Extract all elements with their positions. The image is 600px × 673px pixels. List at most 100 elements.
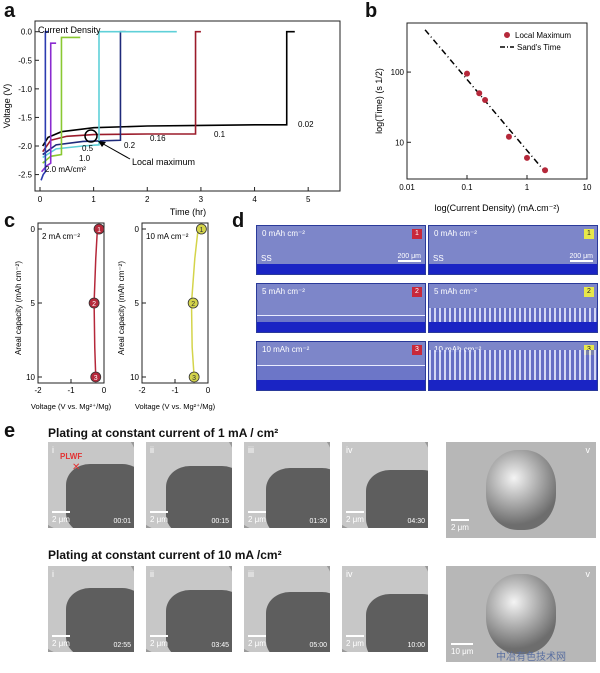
frame-scale-bar: 2 μm bbox=[346, 635, 364, 648]
plot-c-marker-label: 1 bbox=[199, 227, 203, 234]
plot-c-xtick-label: -1 bbox=[67, 386, 75, 395]
plot-a-ylabel: Voltage (V) bbox=[2, 84, 12, 129]
row2-title: Plating at constant current of 10 mA /cm… bbox=[48, 548, 282, 562]
plot-a-series-line bbox=[40, 30, 49, 181]
plot-c-ytick-label: 10 bbox=[130, 373, 139, 382]
plot-b-point bbox=[542, 167, 549, 174]
tile-capacity-label: 10 mAh cm⁻² bbox=[262, 345, 310, 354]
tile-capacity-label: 0 mAh cm⁻² bbox=[434, 229, 477, 238]
plot-b-xtick-label: 0.1 bbox=[461, 183, 473, 192]
frame-index: i bbox=[52, 569, 54, 579]
sem-frame: i 2 μm 00:01 bbox=[48, 442, 134, 528]
frame-scale-bar: 10 μm bbox=[451, 643, 474, 656]
plot-c-ytick-label: 10 bbox=[26, 373, 35, 382]
tile-scale-bar: 200 μm bbox=[569, 253, 593, 262]
frame-index: iv bbox=[346, 445, 353, 455]
plot-c-xtick-label: -1 bbox=[171, 386, 179, 395]
tile-number-badge: 1 bbox=[412, 229, 422, 239]
sem-frame: iv 2 μm 10:00 bbox=[342, 566, 428, 652]
plot-c-marker bbox=[195, 223, 207, 235]
frame-scale-bar: 2 μm bbox=[248, 635, 266, 648]
plot-a-xlabel: Time (hr) bbox=[170, 207, 206, 217]
curve-label-2-0: 2.0 mA/cm² bbox=[45, 165, 86, 174]
plot-c-ytick-label: 5 bbox=[135, 299, 140, 308]
particle-cluster bbox=[486, 574, 556, 654]
tile-number-badge: 1 bbox=[584, 229, 594, 239]
frame-scale-bar: 2 μm bbox=[346, 511, 364, 524]
plot-c-xtick-label: 0 bbox=[206, 386, 211, 395]
panel-letter-c: c bbox=[4, 210, 16, 232]
plot-b-xtick-label: 0.01 bbox=[399, 183, 415, 192]
plot-b-point bbox=[464, 70, 470, 77]
micrograph-tile: 10 mAh cm⁻²3 bbox=[428, 341, 598, 391]
panel-letter-e: e bbox=[4, 420, 16, 442]
dark-region bbox=[66, 588, 134, 652]
plot-c-left-label: 2 mA cm⁻² bbox=[42, 232, 80, 241]
plot-a-series-line bbox=[42, 36, 81, 164]
deposit-layer bbox=[257, 365, 425, 380]
curve-label-0-2: 0.2 bbox=[124, 141, 136, 150]
dark-region bbox=[166, 590, 232, 652]
voltage-time-chart: 0.0 -0.5 -1.0 -1.5 -2.0 -2.5 0 1 2 3 4 5 Current D… bbox=[2, 20, 341, 217]
plot-a-series-line bbox=[42, 30, 201, 153]
plot-b-xtick-label: 10 bbox=[583, 183, 592, 192]
tile-number-badge: 2 bbox=[412, 287, 422, 297]
panel-letter-b: b bbox=[365, 0, 378, 22]
row1-title: Plating at constant current of 1 mA / cm… bbox=[48, 426, 279, 440]
curve-label-0-5: 0.5 bbox=[82, 144, 94, 153]
frame-index: i bbox=[52, 445, 54, 455]
plot-a-frame bbox=[34, 20, 341, 192]
plot-c-ytick-label: 5 bbox=[31, 299, 36, 308]
micrograph-tile: 5 mAh cm⁻² 2 bbox=[256, 283, 426, 333]
sem-frame: iii 2 μm 01:30 bbox=[244, 442, 330, 528]
plot-c-marker bbox=[188, 371, 200, 383]
substrate-band bbox=[429, 264, 597, 274]
plot-b-point bbox=[505, 133, 512, 140]
plot-a-xtick-label: 5 bbox=[306, 195, 311, 204]
plot-a-xtick-label: 4 bbox=[252, 195, 257, 204]
substrate-band bbox=[257, 380, 425, 390]
plot-b-point bbox=[524, 154, 530, 161]
frame-timestamp: 10:00 bbox=[407, 642, 425, 649]
plot-c-marker bbox=[90, 371, 102, 383]
plot-b-ylabel: log(Time) (s 1/2) bbox=[375, 68, 384, 134]
plot-a-series-line bbox=[42, 30, 295, 147]
plot-a-ytick-label: 0.0 bbox=[21, 28, 33, 37]
frame-index: iv bbox=[346, 569, 353, 579]
plot-c-marker-label: 2 bbox=[191, 301, 195, 308]
curve-label-0-02: 0.02 bbox=[298, 120, 314, 129]
watermark: 中冶有色技术网 bbox=[496, 652, 566, 663]
plot-b-point bbox=[482, 97, 489, 104]
plot-b-frame bbox=[406, 22, 588, 180]
sand-time-chart: 10 100 0.01 0.1 1 10 Local Maximum Sand's Ti… bbox=[375, 22, 592, 213]
sem-frame: iii 2 μm 05:00 bbox=[244, 566, 330, 652]
frame-scale-bar: 2 μm bbox=[150, 511, 168, 524]
dark-region bbox=[166, 466, 232, 528]
sem-frame: i 2 μm 02:55 bbox=[48, 566, 134, 652]
frame-scale-bar: 2 μm bbox=[248, 511, 266, 524]
plot-a-ytick-label: -1.5 bbox=[18, 113, 32, 122]
plot-c-marker-label: 1 bbox=[97, 227, 101, 234]
tile-capacity-label: 5 mAh cm⁻² bbox=[262, 287, 305, 296]
tile-number-badge: 3 bbox=[412, 345, 422, 355]
plot-c-marker-label: 2 bbox=[92, 301, 96, 308]
frame-index: iii bbox=[248, 445, 254, 455]
curve-label-0-16: 0.16 bbox=[150, 134, 166, 143]
tile-ss-label: SS bbox=[261, 254, 272, 263]
plot-c-xtick-label: -2 bbox=[34, 386, 42, 395]
dark-region bbox=[266, 468, 330, 528]
tile-number-badge: 2 bbox=[584, 287, 594, 297]
dark-region bbox=[366, 594, 428, 652]
frame-timestamp: 01:30 bbox=[309, 518, 327, 525]
substrate-band bbox=[429, 380, 597, 390]
frame-timestamp: 04:30 bbox=[407, 518, 425, 525]
panel-letter-a: a bbox=[4, 0, 16, 22]
areal-capacity-chart: Areal capacity (mAh cm⁻²) Areal capacity… bbox=[14, 222, 216, 411]
deposit-layer bbox=[257, 315, 425, 322]
frame-index: v bbox=[585, 569, 591, 579]
plot-b-point bbox=[476, 90, 483, 97]
tile-scale-bar: 200 μm bbox=[397, 253, 421, 262]
plot-a-arrow-head bbox=[98, 141, 106, 147]
frame-scale-bar: 2 μm bbox=[150, 635, 168, 648]
plot-c-ylabel-left: Areal capacity (mAh cm⁻²) bbox=[14, 261, 23, 355]
